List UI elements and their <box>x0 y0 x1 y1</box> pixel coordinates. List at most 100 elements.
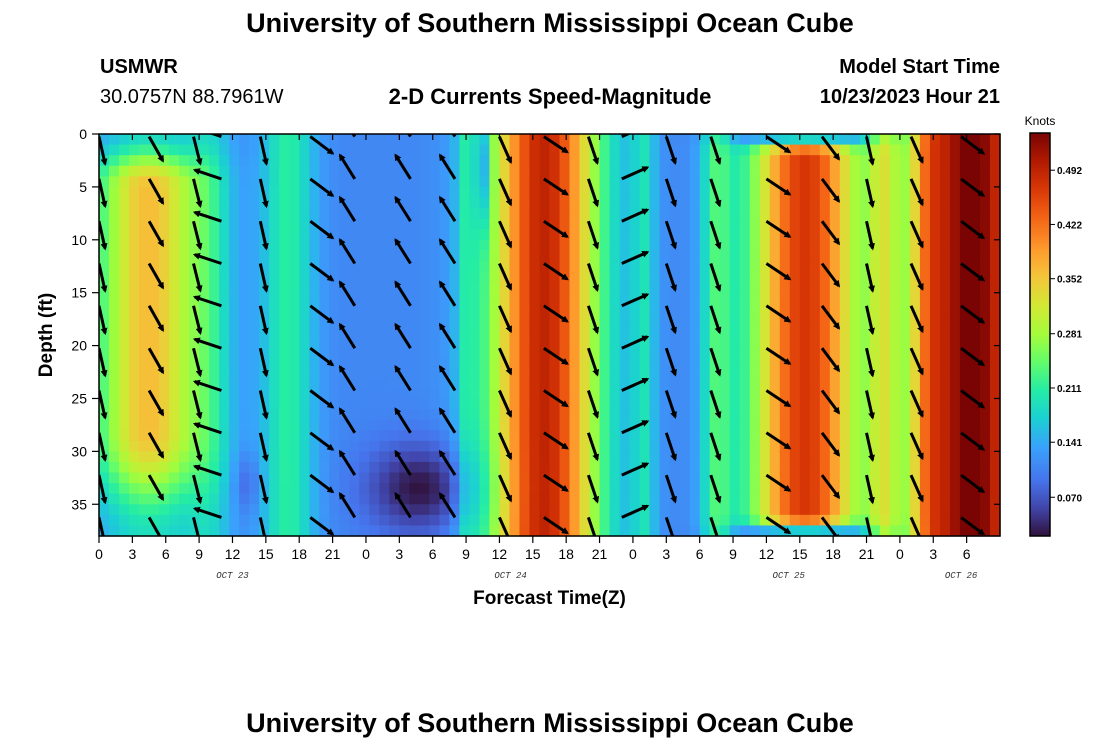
heatmap-cell <box>369 239 380 251</box>
heatmap-cell <box>789 525 801 537</box>
heatmap-cell <box>319 165 330 177</box>
current-arrow <box>709 220 722 250</box>
heatmap-cell <box>219 155 230 167</box>
heatmap-cell <box>929 271 941 283</box>
current-arrow <box>960 177 986 197</box>
heatmap-cell <box>879 229 891 241</box>
heatmap-cell <box>839 493 851 505</box>
heatmap-cell <box>199 493 210 505</box>
heatmap-cell <box>539 409 551 421</box>
heatmap-cell <box>169 239 180 251</box>
heatmap-cell <box>919 239 931 251</box>
heatmap-cell <box>839 197 851 209</box>
heatmap-cell <box>179 387 190 400</box>
heatmap-cell <box>579 324 591 336</box>
heatmap-cell <box>829 387 841 400</box>
heatmap-cell <box>789 155 801 167</box>
heatmap-cell <box>499 514 511 527</box>
current-arrow <box>99 517 105 536</box>
heatmap-cell <box>359 250 370 262</box>
heatmap-cell <box>579 514 591 527</box>
heatmap-cell <box>929 134 941 146</box>
heatmap-cell <box>239 250 250 262</box>
heatmap-cell <box>629 186 641 199</box>
heatmap-cell <box>609 165 621 177</box>
heatmap-cell <box>869 324 881 336</box>
heatmap-cell <box>819 165 831 177</box>
heatmap-cell <box>129 186 140 199</box>
heatmap-cell <box>369 250 380 262</box>
heatmap-cell <box>279 525 290 537</box>
heatmap-cell <box>529 197 541 209</box>
heatmap-cell <box>139 144 150 156</box>
heatmap-cell <box>239 451 250 463</box>
current-arrow <box>621 377 650 392</box>
heatmap-cell <box>199 176 210 188</box>
heatmap-cell <box>989 218 1001 230</box>
heatmap-cell <box>159 504 170 516</box>
heatmap-cell <box>179 155 190 167</box>
heatmap-cell <box>749 377 761 389</box>
heatmap-cell <box>759 387 771 400</box>
heatmap-cell <box>199 409 210 421</box>
heatmap-cell <box>709 134 721 146</box>
heatmap-cell <box>829 144 841 156</box>
heatmap-cell <box>99 461 110 474</box>
heatmap-cell <box>339 398 350 410</box>
heatmap-cell <box>569 514 581 527</box>
heatmap-cell <box>949 186 961 199</box>
heatmap-cell <box>839 377 851 389</box>
heatmap-cell <box>589 356 601 368</box>
heatmap-cell <box>329 409 340 421</box>
heatmap-cell <box>639 218 651 230</box>
heatmap-cell <box>469 176 481 188</box>
heatmap-cell <box>399 260 410 273</box>
heatmap-cell <box>619 345 631 357</box>
heatmap-cell <box>809 514 821 527</box>
heatmap-cell <box>529 440 541 452</box>
heatmap-cell <box>489 345 501 357</box>
heatmap-cell <box>979 282 991 294</box>
heatmap-cell <box>879 239 891 251</box>
heatmap-cell <box>949 197 961 209</box>
heatmap-cell <box>589 377 601 389</box>
heatmap-cell <box>159 260 170 273</box>
heatmap-cell <box>899 282 911 294</box>
heatmap-cell <box>119 144 130 156</box>
heatmap-cell <box>539 398 551 410</box>
heatmap-cell <box>289 165 300 177</box>
heatmap-cell <box>829 176 841 188</box>
heatmap-cell <box>249 134 260 146</box>
heatmap-cell <box>119 419 130 431</box>
current-arrow <box>709 474 722 504</box>
heatmap-cell <box>769 271 781 283</box>
heatmap-cell <box>179 409 190 421</box>
heatmap-cell <box>889 250 901 262</box>
heatmap-cell <box>909 197 921 209</box>
heatmap-cell <box>559 461 571 474</box>
heatmap-cell <box>199 377 210 389</box>
heatmap-cell <box>699 504 711 516</box>
heatmap-cell <box>749 303 761 315</box>
heatmap-cell <box>979 514 991 527</box>
heatmap-cell <box>179 260 190 273</box>
heatmap-cell <box>479 461 491 474</box>
heatmap-cell <box>459 356 471 368</box>
heatmap-cell <box>739 398 751 410</box>
heatmap-cell <box>679 176 691 188</box>
heatmap-cell <box>779 366 791 378</box>
heatmap-cell <box>689 271 701 283</box>
heatmap-cell <box>649 461 661 474</box>
heatmap-cell <box>839 440 851 452</box>
heatmap-cell <box>519 165 531 177</box>
heatmap-cell <box>549 525 561 537</box>
heatmap-cell <box>949 440 961 452</box>
heatmap-cell <box>279 483 290 495</box>
heatmap-cell <box>479 430 491 442</box>
heatmap-cell <box>789 176 801 188</box>
heatmap-cell <box>349 504 360 516</box>
heatmap-cell <box>839 313 851 326</box>
heatmap-cell <box>649 176 661 188</box>
heatmap-cell <box>869 155 881 167</box>
